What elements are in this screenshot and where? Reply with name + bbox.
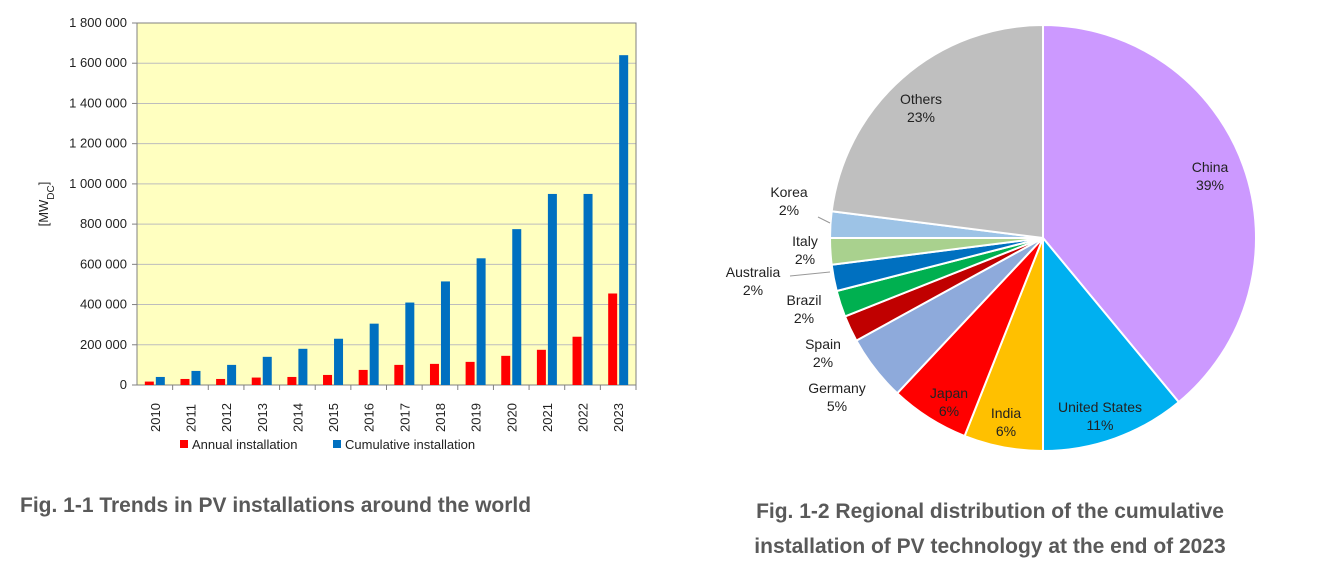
- pie-label-name: Spain: [805, 336, 841, 352]
- pie-label-percent: 39%: [1196, 177, 1224, 193]
- pie-label-percent: 6%: [996, 423, 1016, 439]
- annual-bar-2014: [287, 376, 297, 385]
- pie-label-percent: 2%: [743, 282, 763, 298]
- annual-bar-2013: [251, 377, 261, 385]
- cumulative-bar-2010: [155, 376, 165, 385]
- legend-label: Cumulative installation: [345, 437, 475, 452]
- y-tick-label: 1 000 000: [69, 176, 127, 191]
- y-axis-label: [MWDC]: [36, 182, 57, 227]
- pie-label-name: Germany: [808, 380, 866, 396]
- x-tick-label: 2023: [611, 403, 626, 432]
- pie-chart: China 39% United States 11% India 6% Japan 6% Ge…: [726, 23, 1257, 453]
- pie-slice-others: [830, 23, 1044, 240]
- x-tick-label: 2014: [290, 403, 305, 432]
- cumulative-bar-2020: [512, 229, 522, 385]
- legend-label: Annual installation: [192, 437, 298, 452]
- annual-bar-2023: [608, 293, 618, 385]
- plot-area: [137, 23, 636, 385]
- x-tick-label: 2017: [397, 403, 412, 432]
- x-tick-label: 2022: [576, 403, 591, 432]
- pie-label-percent: 23%: [907, 109, 935, 125]
- x-tick-label: 2012: [219, 403, 234, 432]
- y-tick-label: 1 600 000: [69, 55, 127, 70]
- pie-label-name: Italy: [792, 233, 818, 249]
- pie-label-name: India: [991, 405, 1022, 421]
- figure-2-caption-line2: installation of PV technology at the end…: [754, 535, 1226, 558]
- pie-label-name: Japan: [930, 385, 968, 401]
- cumulative-bar-2011: [191, 370, 201, 385]
- pie-label-name: Brazil: [786, 292, 821, 308]
- y-tick-label: 400 000: [80, 297, 127, 312]
- annual-bar-2021: [536, 349, 546, 385]
- cumulative-bar-2018: [440, 281, 450, 385]
- x-tick-label: 2015: [326, 403, 341, 432]
- x-tick-label: 2016: [362, 403, 377, 432]
- pie-label-percent: 6%: [939, 403, 959, 419]
- x-tick-label: 2018: [433, 403, 448, 432]
- legend-swatch: [180, 440, 188, 448]
- annual-bar-2012: [216, 378, 226, 385]
- pie-label-percent: 11%: [1087, 417, 1114, 433]
- pie-label-name: Korea: [770, 184, 808, 200]
- y-tick-label: 600 000: [80, 256, 127, 271]
- leader-line: [817, 216, 831, 224]
- pie-label-name: Others: [900, 91, 942, 107]
- annual-bar-2017: [394, 364, 404, 385]
- cumulative-bar-2012: [227, 364, 237, 385]
- legend-swatch: [333, 440, 341, 448]
- y-tick-label: 200 000: [80, 337, 127, 352]
- pie-label-percent: 2%: [795, 251, 815, 267]
- figure-1-caption: Fig. 1-1 Trends in PV installations arou…: [20, 494, 532, 517]
- pie-label-percent: 2%: [779, 202, 799, 218]
- cumulative-bar-2013: [262, 356, 272, 385]
- annual-bar-2022: [572, 336, 582, 385]
- pie-label-percent: 5%: [827, 398, 847, 414]
- annual-bar-2010: [144, 381, 154, 385]
- annual-bar-2019: [465, 361, 475, 385]
- x-tick-label: 2010: [148, 403, 163, 432]
- cumulative-bar-2014: [298, 348, 308, 385]
- annual-bar-2016: [358, 369, 368, 385]
- pie-label-name: Australia: [726, 264, 781, 280]
- cumulative-bar-2022: [583, 193, 593, 385]
- leader-line: [789, 271, 831, 277]
- annual-bar-2011: [180, 378, 190, 385]
- annual-bar-2020: [501, 355, 511, 385]
- x-tick-label: 2021: [540, 403, 555, 432]
- y-tick-label: 1 800 000: [69, 15, 127, 30]
- x-tick-label: 2013: [255, 403, 270, 432]
- cumulative-bar-2023: [619, 55, 629, 386]
- pie-label-name: United States: [1058, 399, 1142, 415]
- annual-bar-2018: [429, 363, 439, 385]
- pie-slice-united-states: [1042, 235, 1181, 453]
- pie-slice-china: [1042, 23, 1257, 404]
- cumulative-bar-2015: [334, 338, 344, 385]
- annual-bar-2015: [323, 374, 333, 385]
- cumulative-bar-2017: [405, 302, 415, 385]
- y-tick-label: 1 400 000: [69, 95, 127, 110]
- pie-label-percent: 2%: [794, 310, 814, 326]
- pie-label-percent: 2%: [813, 354, 833, 370]
- y-tick-label: 800 000: [80, 216, 127, 231]
- cumulative-bar-2016: [369, 323, 379, 385]
- cumulative-bar-2019: [476, 258, 486, 385]
- figure-2-caption-line1: Fig. 1-2 Regional distribution of the cu…: [756, 500, 1224, 523]
- x-tick-label: 2011: [183, 404, 198, 432]
- pie-label-name: China: [1192, 159, 1229, 175]
- y-tick-label: 1 200 000: [69, 136, 127, 151]
- x-tick-label: 2020: [504, 403, 519, 432]
- figure-2-caption: Fig. 1-2 Regional distribution of the cu…: [690, 494, 1290, 564]
- y-tick-label: 0: [120, 377, 127, 392]
- cumulative-bar-2021: [547, 193, 557, 385]
- bar-chart: 0 200 000 400 000 600 000 800 000 1 000 000 1 …: [36, 15, 637, 452]
- x-tick-label: 2019: [469, 403, 484, 432]
